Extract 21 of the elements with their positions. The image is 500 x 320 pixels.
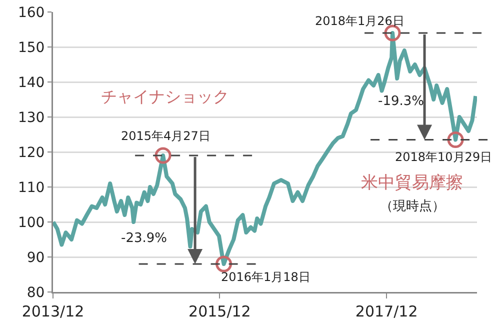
x-tick-label: 2013/12	[22, 302, 84, 320]
y-tick-label: 110	[18, 180, 45, 196]
annotation: -19.3%	[378, 94, 424, 109]
y-tick-label: 80	[26, 284, 45, 301]
x-tick-label: 2017/12	[355, 302, 418, 320]
annotation: チャイナショック	[101, 87, 229, 106]
y-tick-label: 160	[18, 4, 45, 21]
y-tick-label: 150	[18, 40, 45, 56]
annotation: 米中貿易摩擦	[361, 173, 463, 193]
x-tick-label: 2015/12	[188, 302, 251, 320]
annotation: 2016年1月18日	[221, 270, 310, 284]
annotation: （現時点）	[380, 199, 445, 214]
y-tick-label: 140	[18, 74, 45, 91]
annotation: -23.9%	[121, 231, 167, 246]
y-tick-label: 100	[18, 214, 45, 231]
y-tick-label: 120	[18, 144, 45, 161]
annotation: 2015年4月27日	[121, 129, 210, 143]
y-tick-label: 90	[26, 250, 45, 266]
y-tick-label: 130	[18, 110, 45, 126]
annotation: 2018年1月26日	[315, 14, 404, 28]
annotation: 2018年10月29日	[395, 150, 492, 164]
